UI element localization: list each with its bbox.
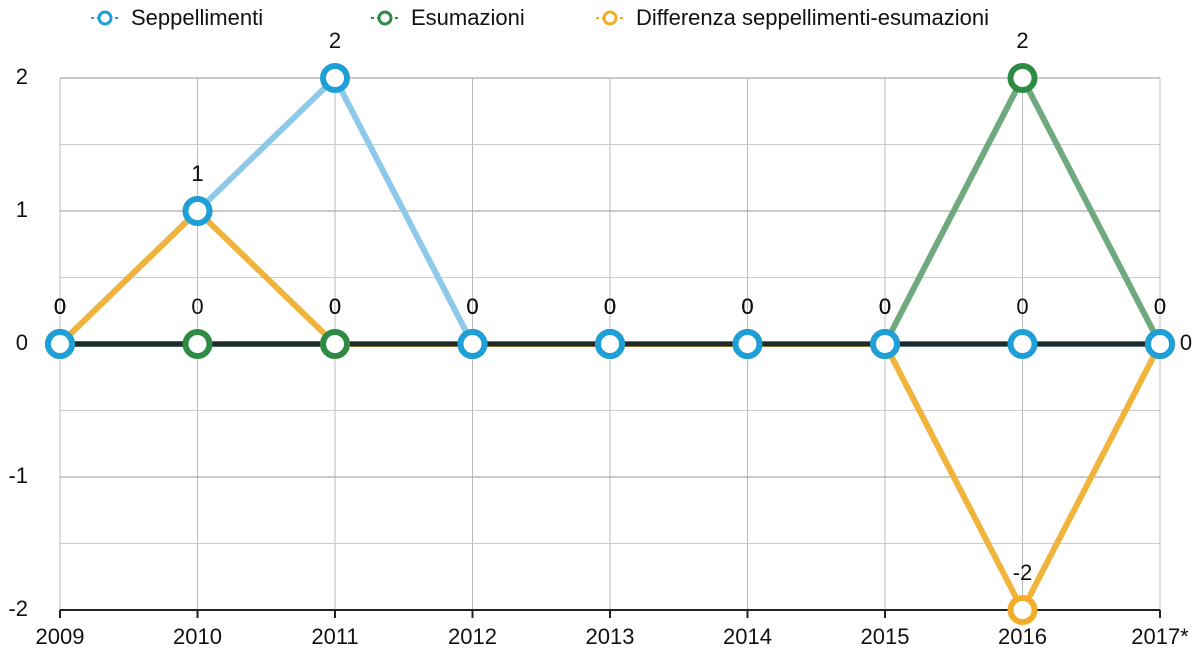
legend-marker [602, 10, 618, 26]
data-label: 0 [466, 294, 478, 319]
data-label: 0 [604, 294, 616, 319]
x-tick-label: 2012 [448, 624, 497, 649]
data-label: 0 [1180, 330, 1192, 355]
data-label: 0 [191, 294, 203, 319]
y-tick-label: 2 [16, 64, 28, 89]
point [182, 196, 213, 226]
x-tick-label: 2017* [1131, 624, 1189, 649]
x-tick-label: 2016 [998, 624, 1047, 649]
data-label: 0 [329, 294, 341, 319]
legend-marker [377, 10, 393, 26]
data-label: 0 [879, 294, 891, 319]
data-label: 0 [1154, 294, 1166, 319]
y-tick-label: 1 [16, 197, 28, 222]
legend-label: Esumazioni [411, 5, 525, 30]
x-tick-label: 2009 [36, 624, 85, 649]
data-label: 0 [54, 294, 66, 319]
data-label: 0 [604, 294, 616, 319]
x-tick-label: 2011 [311, 624, 358, 649]
y-tick-label: -1 [8, 463, 28, 488]
data-label: 0 [1154, 294, 1166, 319]
data-label: -2 [1013, 560, 1033, 585]
x-tick-label: 2014 [723, 624, 772, 649]
data-label: 1 [191, 161, 203, 186]
x-tick-label: 2010 [173, 624, 222, 649]
point [1007, 63, 1038, 93]
point [1007, 595, 1038, 625]
data-label: 0 [879, 294, 891, 319]
data-label: 0 [741, 294, 753, 319]
data-label: 0 [1016, 294, 1028, 319]
data-label: 2 [1016, 28, 1028, 53]
point [182, 329, 213, 359]
y-tick-label: -2 [8, 596, 28, 621]
data-label: 0 [879, 294, 891, 319]
point [595, 329, 625, 359]
point [457, 329, 488, 359]
data-label: 0 [741, 294, 753, 319]
point [320, 63, 350, 93]
point [1145, 329, 1175, 359]
point [870, 329, 900, 359]
data-label: 0 [466, 294, 478, 319]
y-tick-label: 0 [16, 330, 28, 355]
data-label: 0 [54, 294, 66, 319]
point [1007, 329, 1038, 359]
data-label: 1 [191, 161, 203, 186]
data-label: 2 [329, 28, 341, 53]
data-label: 0 [741, 294, 753, 319]
data-label: 0 [604, 294, 616, 319]
data-label: 0 [466, 294, 478, 319]
data-label: 0 [54, 294, 66, 319]
x-tick-label: 2015 [861, 624, 910, 649]
data-label: 0 [329, 294, 341, 319]
legend-label: Seppellimenti [131, 5, 263, 30]
legend-label: Differenza seppellimenti-esumazioni [636, 5, 989, 30]
x-tick-label: 2013 [586, 624, 635, 649]
point [45, 329, 75, 359]
point [732, 329, 763, 359]
legend-marker [97, 10, 113, 26]
point [320, 329, 350, 359]
